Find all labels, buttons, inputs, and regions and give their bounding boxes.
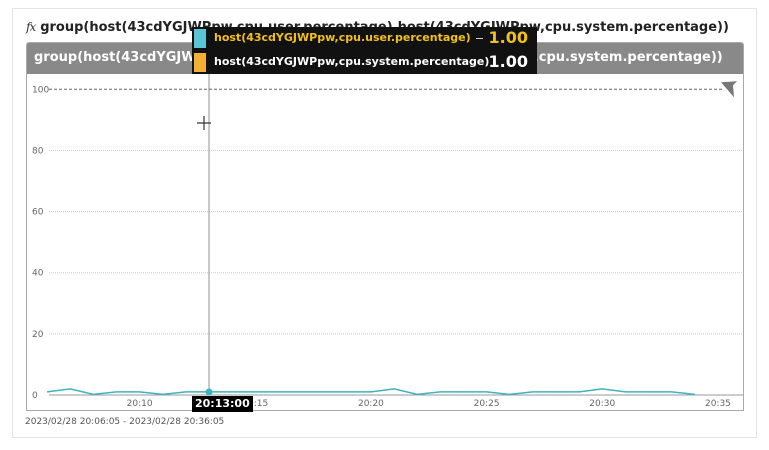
time-range-label: 2023/02/28 20:06:05 - 2023/02/28 20:36:0… bbox=[25, 417, 225, 427]
x-tick-label: 20:35 bbox=[705, 399, 731, 409]
tooltip-value-user: 1.00 bbox=[488, 28, 528, 47]
y-tick-label: 80 bbox=[32, 146, 44, 156]
x-tick-label: 20:25 bbox=[474, 399, 500, 409]
tooltip-label-user: host(43cdYGJWPpw,cpu.user.percentage) bbox=[214, 31, 471, 44]
y-tick-label: 0 bbox=[32, 391, 38, 401]
line-chart[interactable]: 0 20 40 60 80 100 20:10 20:15 20:20 20:25 20:30 20:… bbox=[27, 43, 744, 411]
series-line-user bbox=[47, 388, 695, 396]
x-tick-label: 20:20 bbox=[358, 399, 384, 409]
tooltip-label-system: host(43cdYGJWPpw,cpu.system.percentage) bbox=[214, 55, 490, 68]
function-icon: fx bbox=[26, 20, 36, 34]
tooltip-value-system: 1.00 bbox=[488, 52, 528, 71]
tooltip-row-user: host(43cdYGJWPpw,cpu.user.percentage) 1.… bbox=[192, 27, 537, 50]
crosshair-point bbox=[205, 388, 213, 396]
y-tick-label: 100 bbox=[32, 85, 49, 95]
x-tick-label: 20:10 bbox=[127, 399, 153, 409]
y-tick-label: 40 bbox=[32, 269, 44, 279]
tooltip-leader-user bbox=[476, 38, 483, 39]
hover-tooltip: host(43cdYGJWPpw,cpu.user.percentage) 1.… bbox=[192, 27, 537, 74]
tooltip-swatch-user bbox=[194, 29, 206, 48]
y-tick-label: 60 bbox=[32, 208, 44, 218]
tooltip-swatch-system bbox=[194, 53, 206, 72]
y-tick-label: 20 bbox=[32, 330, 44, 340]
x-tick-label: 20:30 bbox=[589, 399, 615, 409]
x-tick-label: 20:15 bbox=[242, 399, 268, 409]
threshold-marker-icon bbox=[721, 81, 737, 98]
tooltip-row-system: host(43cdYGJWPpw,cpu.system.percentage) … bbox=[192, 51, 537, 74]
crosshair-time-badge: 20:13:00 bbox=[192, 396, 253, 412]
chart-frame[interactable]: group(host(43cdYGJWPpw,cpu.user.percenta… bbox=[26, 42, 744, 411]
